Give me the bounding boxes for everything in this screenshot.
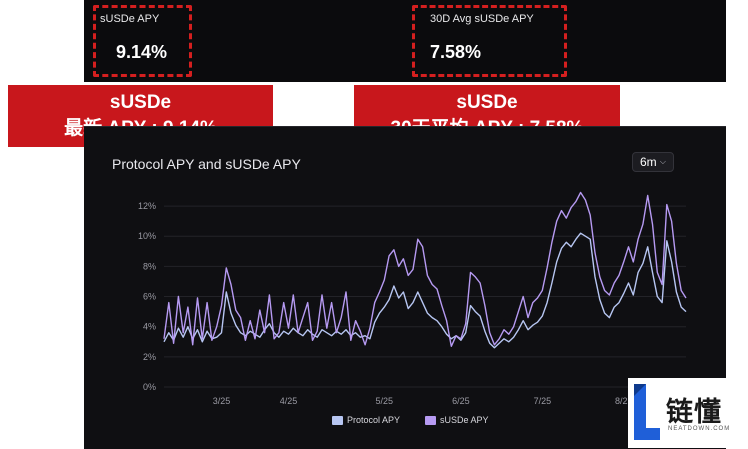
stat-value-30d-avg: 7.58%: [430, 42, 482, 62]
highlight-box-latest: [93, 5, 192, 77]
legend-susde[interactable]: sUSDe APY: [425, 415, 489, 425]
range-select[interactable]: 6m ⌵: [632, 152, 674, 172]
watermark-name: 链懂: [666, 397, 722, 427]
y-tick-label: 12%: [138, 201, 156, 211]
protocol-apy-line: [163, 232, 687, 349]
range-select-value: 6m: [640, 155, 657, 169]
legend-label-protocol: Protocol APY: [347, 415, 401, 425]
legend-label-susde: sUSDe APY: [440, 415, 489, 425]
x-tick-label: 3/25: [213, 396, 231, 406]
y-tick-label: 0%: [143, 382, 156, 392]
stat-label-susde-apy: sUSDe APY: [100, 13, 160, 25]
legend-swatch-susde: [425, 415, 436, 425]
y-tick-label: 2%: [143, 352, 156, 362]
highlight-box-30d: [412, 5, 567, 77]
y-tick-label: 8%: [143, 261, 156, 271]
banner-30d-title: sUSDe: [456, 92, 518, 113]
apy-line-chart: 0% 2% 4% 6% 8% 10% 12% 3/25 4/25 5/25 6/25 7/25 8/25: [138, 191, 687, 406]
y-tick-label: 6%: [143, 292, 156, 302]
y-tick-label: 10%: [138, 231, 156, 241]
stat-label-30d-avg: 30D Avg sUSDe APY: [430, 13, 534, 25]
watermark-site: NEATDOWN.COM: [668, 426, 731, 432]
banner-latest-title: sUSDe: [109, 92, 172, 113]
x-tick-label: 6/25: [452, 396, 470, 406]
chart-title: Protocol APY and sUSDe APY: [112, 156, 301, 172]
x-tick-label: 5/25: [376, 396, 394, 406]
watermark-logo: 链懂 NEATDOWN.COM: [628, 378, 748, 448]
y-tick-label: 4%: [143, 322, 156, 332]
susde-apy-line: [163, 191, 687, 347]
chart-panel: Protocol APY and sUSDe APY 6m ⌵ 0% 2% 4% 6%…: [84, 126, 726, 449]
x-tick-label: 7/25: [534, 396, 552, 406]
legend-swatch-protocol: [332, 415, 343, 425]
chevron-down-icon: ⌵: [659, 157, 666, 166]
stat-value-susde-apy: 9.14%: [116, 42, 168, 62]
x-tick-label: 8/25: [615, 396, 633, 406]
legend-protocol[interactable]: Protocol APY: [332, 415, 400, 425]
logo-mark-icon: [634, 384, 660, 440]
x-tick-label: 4/25: [280, 396, 298, 406]
